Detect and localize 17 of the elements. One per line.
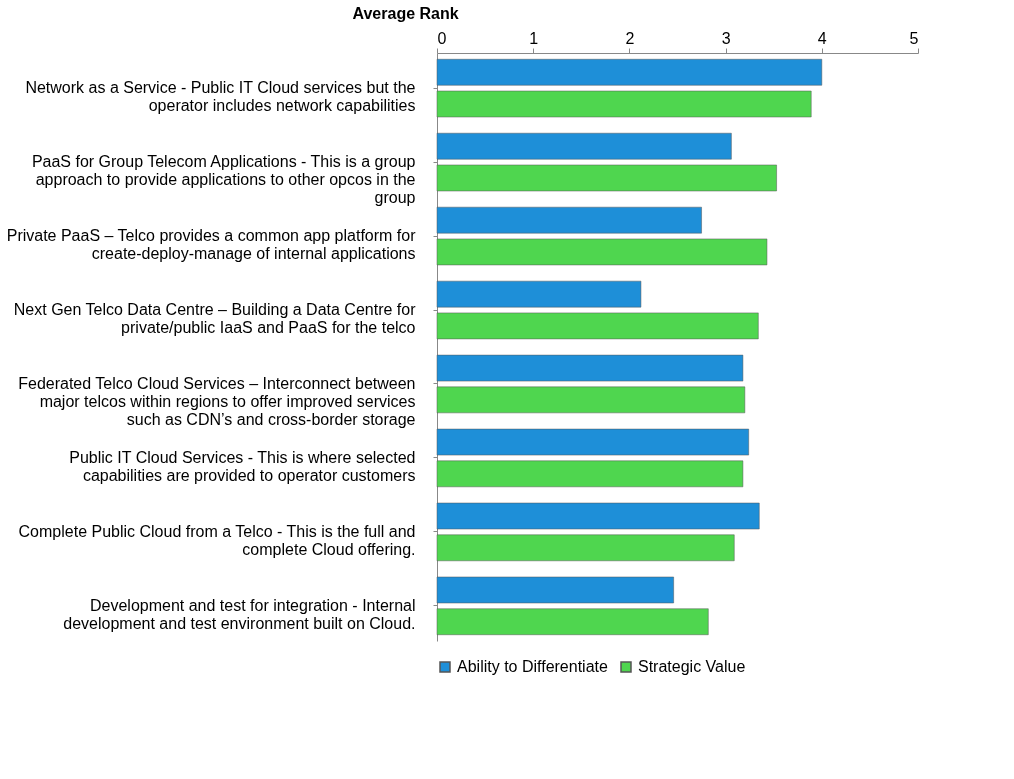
x-tick-label: 0 [437, 29, 447, 47]
x-axis-title: Average Rank [352, 4, 459, 22]
x-tick-label: 5 [909, 29, 919, 47]
legend-label: Strategic Value [638, 658, 746, 675]
y-tick-label: Next Gen Telco Data Centre – Building a Data Centre for private/public IaaS and PaaS for the telco [13, 301, 417, 337]
y-tick-label: PaaS for Group Telecom Applications - This is a group approach to provide applications to other opcos in the group [31, 153, 416, 207]
x-tick-label: 3 [721, 29, 731, 47]
y-tick-label: Public IT Cloud Services - This is where selected capabilities are provided to operator customers [69, 448, 416, 484]
y-tick-label: Private PaaS – Telco provides a common app platform for create-deploy-manage of internal applications [6, 227, 417, 263]
x-tick-label: 2 [625, 29, 635, 47]
y-tick-label: Development and test for integration - Internal development and test environment built on Cloud. [63, 596, 416, 632]
legend-label: Ability to Differentiate [457, 658, 608, 675]
x-tick-label: 4 [817, 29, 827, 47]
x-tick-label: 1 [529, 29, 539, 47]
y-tick-label: Network as a Service - Public IT Cloud services but the operator includes network capabilities [25, 79, 416, 115]
y-tick-label: Complete Public Cloud from a Telco - This is the full and complete Cloud offering. [18, 522, 416, 558]
y-tick-label: Federated Telco Cloud Services – Interconnect between major telcos within regions to offer improved services such as CDN’s and cross-border storage [18, 374, 416, 428]
